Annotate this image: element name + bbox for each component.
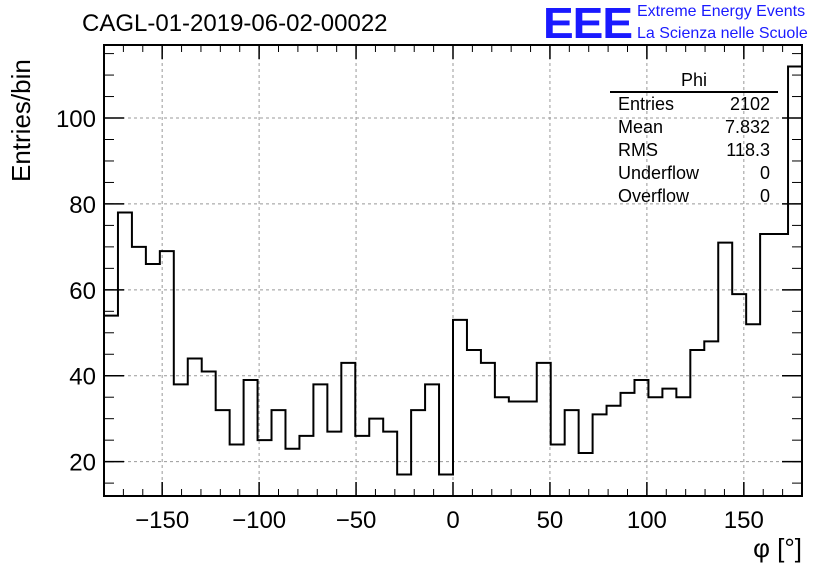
x-tick-label: −100 — [232, 507, 286, 534]
y-tick-label: 40 — [69, 364, 96, 391]
plot-frame — [103, 44, 803, 497]
stats-value: 0 — [759, 186, 770, 206]
stats-value: 0 — [759, 163, 770, 183]
y-tick-label: 20 — [69, 450, 96, 477]
stats-label: Underflow — [618, 163, 700, 183]
stats-row-underflow: Underflow 0 — [610, 162, 778, 185]
logo-line-2: La Scienza nelle Scuole — [637, 25, 808, 42]
stats-label: Mean — [618, 117, 664, 137]
stats-value: 7.832 — [724, 117, 770, 137]
stats-row-mean: Mean 7.832 — [610, 116, 778, 139]
y-tick-labels: 20 40 60 80 100 — [56, 106, 96, 477]
y-axis-label: Entries/bin — [6, 59, 36, 182]
stats-row-entries: Entries 2102 — [610, 93, 778, 116]
stats-value: 2102 — [729, 94, 770, 114]
stats-row-rms: RMS 118.3 — [610, 139, 778, 162]
eee-logo: EEE — [543, 0, 633, 48]
x-axis-label: φ [°] — [753, 533, 802, 563]
y-tick-label: 80 — [69, 192, 96, 219]
x-tick-label: 0 — [446, 507, 459, 534]
stats-row-overflow: Overflow 0 — [610, 185, 778, 208]
axis-ticks — [103, 45, 803, 496]
chart-title: CAGL-01-2019-06-02-00022 — [82, 10, 388, 37]
y-tick-label: 100 — [56, 106, 96, 133]
stats-value: 118.3 — [726, 140, 770, 160]
x-tick-label: 100 — [627, 507, 667, 534]
y-tick-label: 60 — [69, 278, 96, 305]
stats-title: Phi — [610, 70, 778, 93]
x-tick-label: −150 — [135, 507, 189, 534]
x-tick-labels: −150 −100 −50 0 50 100 150 — [135, 507, 764, 534]
stats-label: Overflow — [618, 186, 690, 206]
stats-box: Phi Entries 2102 Mean 7.832 RMS 118.3 Un… — [610, 70, 778, 208]
histogram-series — [104, 65, 802, 476]
x-tick-label: −50 — [336, 507, 377, 534]
x-tick-label: 150 — [724, 507, 764, 534]
stats-label: Entries — [618, 94, 675, 114]
x-tick-label: 50 — [537, 507, 564, 534]
stats-label: RMS — [618, 140, 658, 160]
logo-line-1: Extreme Energy Events — [637, 3, 806, 20]
